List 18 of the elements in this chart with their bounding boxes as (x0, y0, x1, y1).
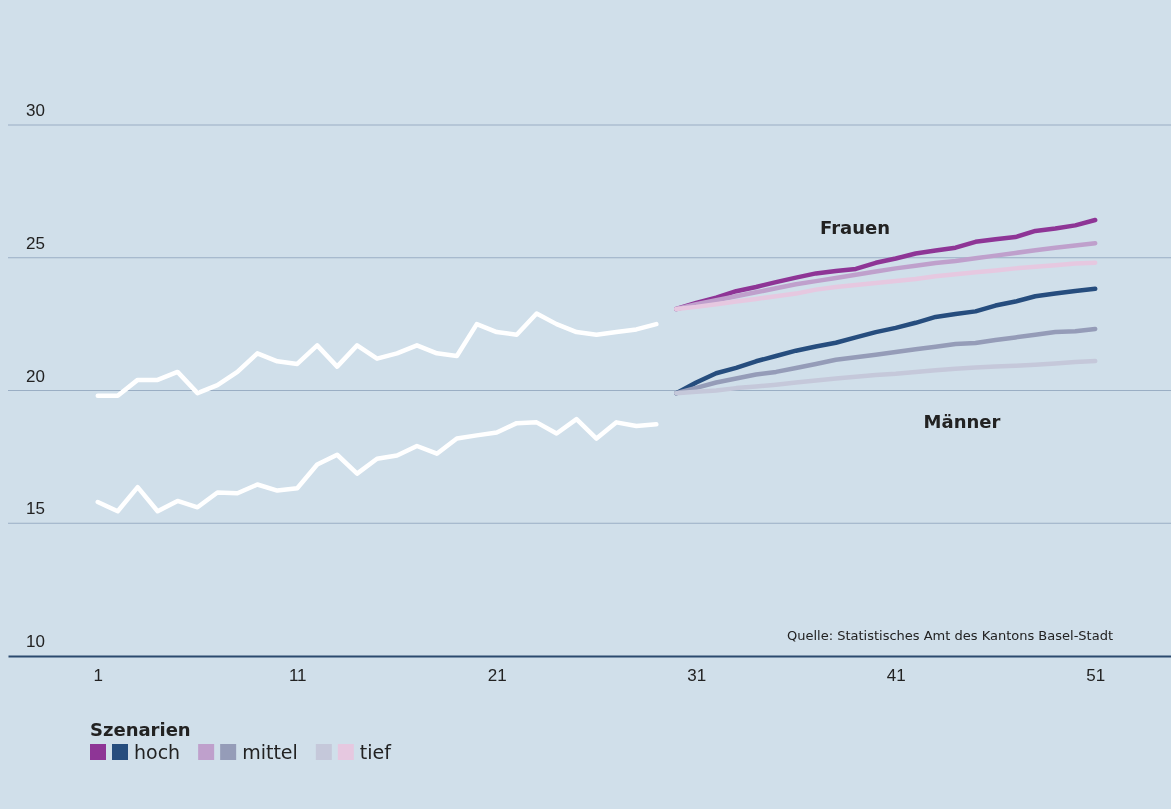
legend-title: Szenarien (90, 719, 191, 740)
x-tick-label: 31 (687, 666, 707, 686)
y-tick-label: 15 (26, 499, 45, 519)
x-tick-label: 51 (1086, 666, 1106, 686)
x-tick-label: 1 (93, 666, 103, 686)
legend-label: tief (359, 741, 393, 763)
x-tick-label: 11 (288, 666, 307, 686)
y-tick-label: 30 (26, 101, 45, 121)
x-tick-label: 21 (487, 666, 507, 686)
annotation: Frauen (819, 217, 891, 238)
y-tick-label: 10 (26, 632, 45, 652)
x-tick-label: 41 (886, 666, 906, 686)
legend-label: mittel (242, 741, 298, 763)
y-tick-label: 25 (26, 233, 45, 253)
legend-label: hoch (134, 741, 181, 763)
annotation: Quelle: Statistisches Amt des Kantons Basel-Stadt (786, 628, 1113, 643)
y-tick-label: 20 (26, 366, 45, 386)
annotation: Männer (923, 411, 1001, 432)
